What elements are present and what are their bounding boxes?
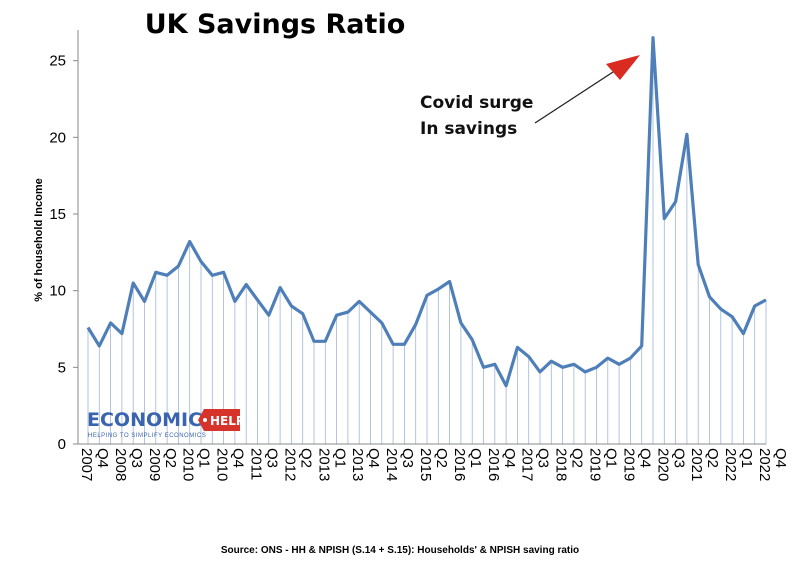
- x-tick-label-quarter: Q3: [128, 448, 145, 468]
- chart-title: UK Savings Ratio: [145, 9, 406, 40]
- x-tick-label-quarter: Q1: [738, 448, 755, 468]
- logo-badge-text: HELP: [210, 414, 245, 428]
- covid-annotation: Covid surge In savings: [420, 55, 640, 139]
- x-tick-label-year: 2010: [214, 448, 231, 481]
- x-axis-ticks: 2007 Q4 2008 Q3 2009 Q2 2010 Q1 2010 Q4 2011 Q3 2012…: [78, 448, 789, 481]
- y-tick-label: 10: [49, 283, 66, 300]
- x-tick-label-year: 2019: [587, 448, 604, 481]
- x-tick-label-year: 2018: [553, 448, 570, 481]
- series-line: [86, 36, 767, 388]
- y-tick-label: 20: [49, 129, 66, 146]
- x-tick-label-quarter: Q2: [297, 448, 314, 468]
- x-tick-label-quarter: Q4: [230, 448, 247, 468]
- x-tick-label-year: 2010: [180, 448, 197, 481]
- y-tick-label: 25: [49, 53, 66, 70]
- x-tick-label-year: 2011: [248, 448, 265, 480]
- annotation-line-2: In savings: [420, 119, 517, 139]
- x-tick-label-year: 2016: [485, 448, 502, 481]
- x-tick-label-year: 2019: [620, 448, 637, 481]
- x-tick-label-year: 2020: [654, 448, 671, 481]
- x-tick-label-year: 2017: [519, 448, 536, 481]
- x-tick-label-year: 2008: [112, 448, 129, 481]
- axes: [77, 30, 766, 445]
- x-tick-label-quarter: Q4: [365, 448, 382, 468]
- annotation-arrowhead: [606, 55, 640, 80]
- logo-tagline: HELPING TO SIMPLIFY ECONOMICS: [88, 433, 206, 439]
- y-tick-label: 5: [58, 359, 66, 376]
- x-tick-label-quarter: Q1: [467, 448, 484, 468]
- x-tick-label-quarter: Q3: [670, 448, 687, 468]
- x-tick-label-quarter: Q3: [399, 448, 416, 468]
- y-axis-label: % of household Income: [33, 178, 45, 301]
- x-tick-label-year: 2012: [281, 448, 298, 481]
- x-tick-label-year: 2014: [383, 448, 400, 481]
- x-tick-label-quarter: Q2: [162, 448, 179, 468]
- logo-badge-hole-icon: [203, 418, 207, 422]
- x-tick-label-quarter: Q1: [331, 448, 348, 468]
- x-tick-label-year: 2007: [78, 448, 95, 481]
- logo-badge: [198, 409, 240, 431]
- x-tick-label-year: 2021: [688, 448, 705, 481]
- annotation-line-1: Covid surge: [420, 93, 533, 113]
- x-tick-label-year: 2022: [756, 448, 773, 481]
- source-note: Source: ONS - HH & NPISH (S.14 + S.15): …: [221, 545, 579, 556]
- x-tick-label-year: 2015: [417, 448, 434, 481]
- x-tick-label-quarter: Q2: [433, 448, 450, 468]
- x-tick-label-quarter: Q4: [772, 448, 789, 468]
- x-tick-label-year: 2009: [146, 448, 163, 481]
- x-tick-label-quarter: Q1: [196, 448, 213, 468]
- y-tick-label: 0: [58, 436, 66, 453]
- x-tick-label-quarter: Q3: [535, 448, 552, 468]
- x-tick-label-year: 2013: [315, 448, 332, 481]
- x-tick-label-quarter: Q2: [569, 448, 586, 468]
- x-tick-label-quarter: Q4: [94, 448, 111, 468]
- x-tick-label-quarter: Q4: [501, 448, 518, 468]
- x-tick-label-year: 2016: [451, 448, 468, 481]
- economics-help-logo: ECONOMICS HELP HELPING TO SIMPLIFY ECONO…: [87, 409, 245, 439]
- x-tick-label-year: 2013: [349, 448, 366, 481]
- y-tick-label: 15: [49, 206, 66, 223]
- savings-ratio-line: [86, 36, 767, 388]
- x-tick-label-year: 2022: [722, 448, 739, 481]
- x-tick-label-quarter: Q3: [264, 448, 281, 468]
- y-axis-ticks: 0 5 10 15 20 25: [49, 53, 78, 453]
- x-tick-label-quarter: Q4: [636, 448, 653, 468]
- x-tick-label-quarter: Q1: [603, 448, 620, 468]
- logo-text: ECONOMICS: [87, 409, 216, 431]
- x-tick-label-quarter: Q2: [704, 448, 721, 468]
